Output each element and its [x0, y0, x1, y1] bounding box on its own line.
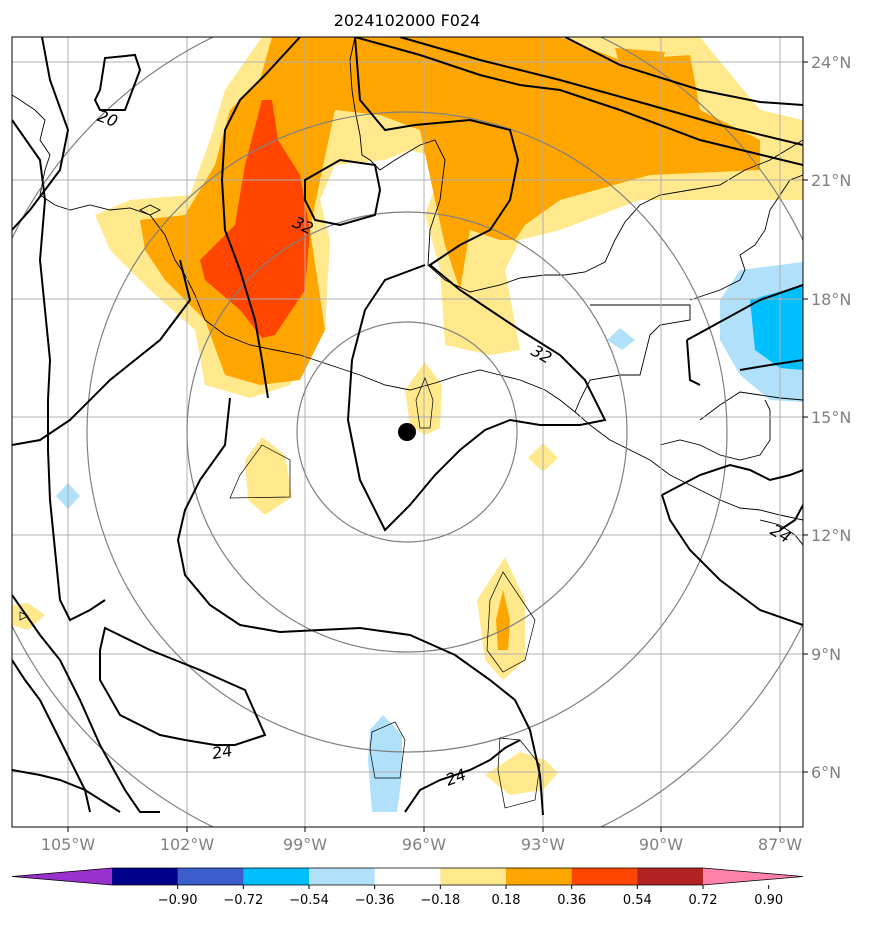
map-panel — [12, 37, 803, 827]
lon-label-105w: 105°W — [41, 835, 96, 854]
lon-label-102w: 102°W — [160, 835, 215, 854]
coastline-baja — [138, 204, 162, 216]
map-frame — [11, 36, 804, 828]
lon-label-99w: 99°W — [283, 835, 327, 854]
shade-blue-east — [750, 285, 803, 370]
coastline-gulf — [349, 37, 803, 293]
lat-label-24n: 24°N — [811, 53, 851, 72]
shading-positive — [12, 37, 803, 795]
thin-contour-1 — [415, 377, 434, 429]
coastline-honduras — [699, 391, 803, 421]
range-ring-3 — [86, 111, 728, 753]
shade-lightblue-small — [607, 328, 635, 350]
colorbar-tick-label: 0.18 — [492, 893, 521, 908]
thin-contour-2 — [229, 444, 291, 499]
colorbar-segment — [506, 868, 573, 885]
contour-24-ne2 — [686, 339, 701, 386]
lat-labels: 24°N 21°N 18°N 15°N 12°N 9°N 6°N — [803, 53, 851, 782]
contour-24-east — [661, 463, 803, 496]
contour-24-central — [176, 397, 544, 816]
lat-label-6n: 6°N — [811, 763, 841, 782]
colorbar-tick-label: 0.36 — [557, 893, 586, 908]
shading-negative — [56, 262, 803, 812]
colorbar-segment — [112, 868, 179, 885]
thin-contour-3 — [486, 571, 536, 673]
colorbar-tick-label: 0.90 — [754, 893, 783, 908]
lat-label-9n: 9°N — [811, 645, 841, 664]
lon-label-96w: 96°W — [402, 835, 446, 854]
colorbar-tick-label: −0.72 — [223, 893, 263, 908]
border-guatemala — [574, 304, 691, 413]
contour-24-se — [779, 504, 803, 531]
graticule — [12, 37, 803, 827]
colorbar-segment — [177, 868, 244, 885]
shade-orange-top — [615, 48, 665, 68]
contour-32-east — [346, 37, 607, 532]
colorbar: −0.90 −0.72 −0.54 −0.36 −0.18 0.18 0.36 0.54 0.7… — [11, 867, 804, 908]
colorbar-tick-label: −0.90 — [158, 893, 198, 908]
coastline-yucatan — [689, 174, 803, 301]
colorbar-tick-label: 0.72 — [689, 893, 718, 908]
contour-north-1 — [354, 37, 803, 166]
colorbar-segment — [440, 868, 507, 885]
shade-yellow-w — [12, 603, 45, 630]
contour-28-ne — [739, 359, 803, 371]
shade-lightblue-s — [368, 715, 402, 812]
coastline-pacific — [12, 94, 803, 521]
contour-24-ne — [686, 284, 803, 341]
shade-orange-south — [496, 590, 510, 650]
colorbar-extend-high — [703, 868, 803, 885]
colorbar-extend-low — [12, 868, 112, 885]
colorbar-tick-label: −0.18 — [420, 893, 460, 908]
range-ring-2 — [186, 211, 628, 653]
colorbar-tick-label: −0.54 — [289, 893, 329, 908]
thin-contour-5 — [369, 721, 406, 779]
lon-label-87w: 87°W — [758, 835, 802, 854]
lon-label-93w: 93°W — [521, 835, 565, 854]
border-honduras — [659, 399, 771, 461]
contour-20-west — [12, 37, 70, 231]
colorbar-segment — [243, 868, 310, 885]
contour-24-left — [12, 119, 106, 622]
range-ring-1 — [296, 321, 518, 543]
coastlines — [12, 37, 803, 546]
colorbar-tick-label: 0.54 — [623, 893, 652, 908]
shade-yellow-c2 — [245, 437, 292, 515]
lon-labels: 105°W 102°W 99°W 96°W 93°W 90°W 87°W — [41, 827, 802, 854]
contour-24-sw-loop — [404, 739, 521, 813]
lat-label-12n: 12°N — [811, 526, 851, 545]
thin-contour-4 — [497, 737, 541, 809]
colorbar-segment — [571, 868, 638, 885]
colorbar-segment — [309, 868, 376, 885]
contour-32-north — [220, 37, 301, 399]
contour-label-24-a: 24 — [210, 741, 233, 763]
range-rings — [12, 37, 803, 827]
contour-north-3 — [564, 37, 803, 106]
map-title: 2024102000 F024 — [334, 11, 481, 30]
contour-24-sw1 — [12, 594, 160, 813]
contour-north-2 — [399, 37, 803, 146]
colorbar-segment — [637, 868, 704, 885]
colorbar-tick-label: −0.36 — [355, 893, 395, 908]
lon-label-90w: 90°W — [639, 835, 683, 854]
contour-28-west — [12, 259, 192, 446]
lat-label-21n: 21°N — [811, 171, 851, 190]
colorbar-outline — [11, 867, 804, 886]
lat-label-18n: 18°N — [811, 290, 851, 309]
contour-24-loop — [99, 626, 267, 746]
coastline-nicaragua — [759, 519, 803, 546]
thin-contour-6 — [19, 611, 29, 621]
contours — [12, 37, 803, 816]
lat-label-15n: 15°N — [811, 408, 851, 427]
contour-20-loop — [93, 53, 142, 111]
contour-32-loop — [304, 158, 382, 227]
storm-center-marker — [398, 423, 416, 441]
colorbar-segment — [374, 868, 441, 885]
contour-24-s — [12, 769, 121, 813]
thin-contours — [19, 377, 541, 809]
shade-red-north — [200, 100, 310, 338]
contour-24-east2 — [661, 494, 803, 626]
